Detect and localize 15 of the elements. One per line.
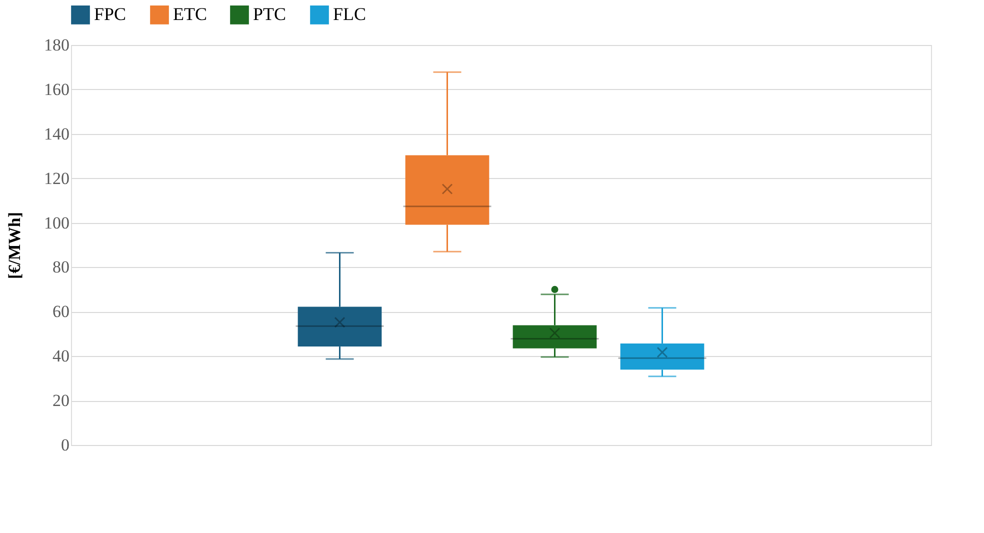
y-tick-label: 120 (44, 168, 70, 188)
legend-label: FLC (333, 4, 366, 24)
y-tick-label: 140 (44, 124, 70, 144)
y-tick-label: 100 (44, 213, 70, 232)
y-tick-label: 160 (44, 80, 70, 99)
y-tick-label: 180 (44, 36, 70, 54)
y-tick-label: 40 (52, 346, 70, 366)
y-tick-label: 60 (52, 302, 70, 322)
y-tick-label: 0 (61, 436, 70, 454)
y-tick-label: 80 (52, 258, 70, 277)
legend-label: FPC (94, 4, 126, 24)
y-axis-title: [€/MWh] (5, 212, 24, 280)
legend-label: PTC (253, 4, 286, 24)
legend-label: ETC (173, 4, 207, 24)
y-tick-label: 20 (52, 391, 70, 410)
